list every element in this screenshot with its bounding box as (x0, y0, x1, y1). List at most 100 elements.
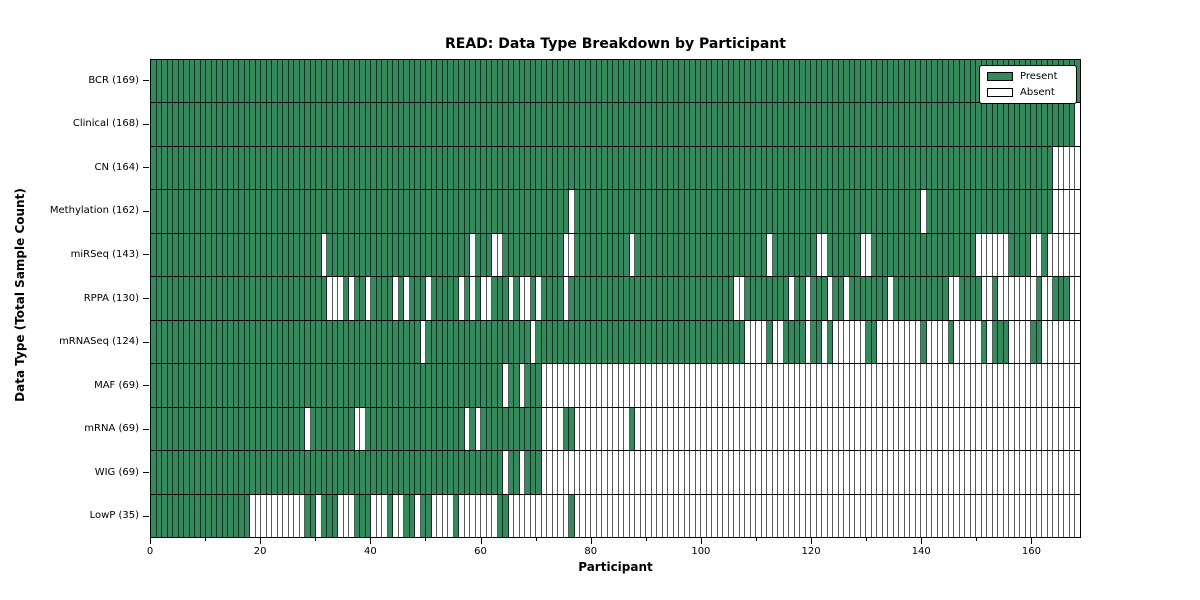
cell (811, 277, 817, 320)
cell (514, 451, 520, 494)
cell (893, 233, 899, 277)
cell (959, 494, 965, 537)
cell (464, 407, 470, 451)
cell (745, 146, 751, 190)
cell (849, 364, 855, 407)
cell (811, 233, 817, 277)
cell (679, 494, 685, 537)
cell (602, 233, 608, 277)
cell (206, 60, 212, 103)
cell (178, 60, 184, 103)
cell (431, 364, 437, 407)
cell (838, 277, 844, 320)
cell (937, 233, 943, 277)
cell (618, 146, 624, 190)
cell (976, 364, 982, 407)
cell (745, 320, 751, 364)
cell (283, 451, 289, 494)
cell (607, 494, 613, 537)
cell (992, 364, 998, 407)
cell (860, 60, 866, 103)
cell (1020, 364, 1026, 407)
cell (860, 407, 866, 451)
cell (910, 277, 916, 320)
cell (761, 146, 767, 190)
cell (266, 146, 272, 190)
cell (646, 190, 652, 233)
cell (965, 190, 971, 233)
cell (371, 277, 377, 320)
cell (822, 190, 828, 233)
cell (420, 451, 426, 494)
cell (981, 407, 987, 451)
cell (739, 103, 745, 146)
cell (481, 407, 487, 451)
cell (310, 60, 316, 103)
cell (772, 364, 778, 407)
cell (547, 146, 553, 190)
cell (470, 277, 476, 320)
cell (888, 277, 894, 320)
cell (827, 146, 833, 190)
cell (668, 103, 674, 146)
cell (255, 103, 261, 146)
cell (695, 103, 701, 146)
cell (943, 364, 949, 407)
cell (365, 364, 371, 407)
cell (195, 146, 201, 190)
y-tick-label: Clinical (168) (72, 118, 139, 130)
cell (734, 190, 740, 233)
cell (844, 494, 850, 537)
y-tick (143, 341, 149, 343)
cell (591, 277, 597, 320)
cell (1042, 320, 1048, 364)
cell (822, 233, 828, 277)
cell (288, 494, 294, 537)
cell (514, 407, 520, 451)
cell (899, 146, 905, 190)
cell (503, 233, 509, 277)
cell (563, 407, 569, 451)
cell (684, 103, 690, 146)
cell (173, 364, 179, 407)
cell (838, 233, 844, 277)
cell (800, 451, 806, 494)
cell (976, 233, 982, 277)
cell (602, 494, 608, 537)
cell (1047, 451, 1053, 494)
cell (629, 190, 635, 233)
cell (409, 320, 415, 364)
cell (646, 146, 652, 190)
cell (756, 320, 762, 364)
cell (343, 451, 349, 494)
cell (723, 146, 729, 190)
cell (937, 407, 943, 451)
cell (1025, 103, 1031, 146)
cell (992, 494, 998, 537)
cell (536, 146, 542, 190)
cell (547, 233, 553, 277)
cell (778, 364, 784, 407)
cell (706, 277, 712, 320)
cell (915, 320, 921, 364)
cell (349, 103, 355, 146)
cell (838, 494, 844, 537)
cell (376, 494, 382, 537)
cell (1053, 364, 1059, 407)
cell (904, 146, 910, 190)
cell (1025, 146, 1031, 190)
cell (739, 451, 745, 494)
cell (288, 190, 294, 233)
cell (415, 60, 421, 103)
cell (750, 277, 756, 320)
cell (382, 451, 388, 494)
cell (360, 190, 366, 233)
cell (640, 451, 646, 494)
cell (987, 364, 993, 407)
cell (184, 407, 190, 451)
cell (178, 494, 184, 537)
cell (1031, 103, 1037, 146)
cell (349, 146, 355, 190)
cell (937, 60, 943, 103)
cell (299, 190, 305, 233)
